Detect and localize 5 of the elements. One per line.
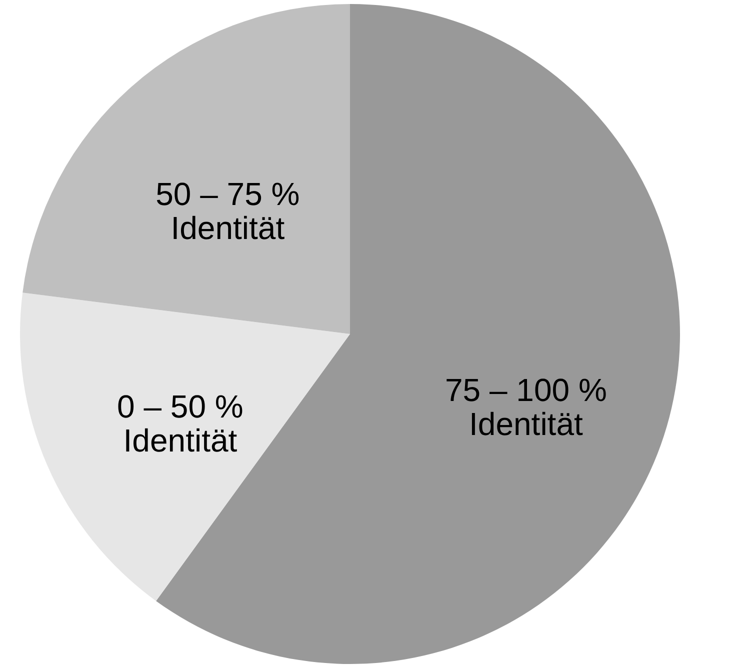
slice-label: 0 – 50 % Identität xyxy=(117,388,244,458)
slice-label: 75 – 100 % Identität xyxy=(444,372,607,442)
slice-label: 50 – 75 % Identität xyxy=(156,176,300,246)
pie-slice xyxy=(20,292,350,601)
pie-slice xyxy=(22,4,350,334)
